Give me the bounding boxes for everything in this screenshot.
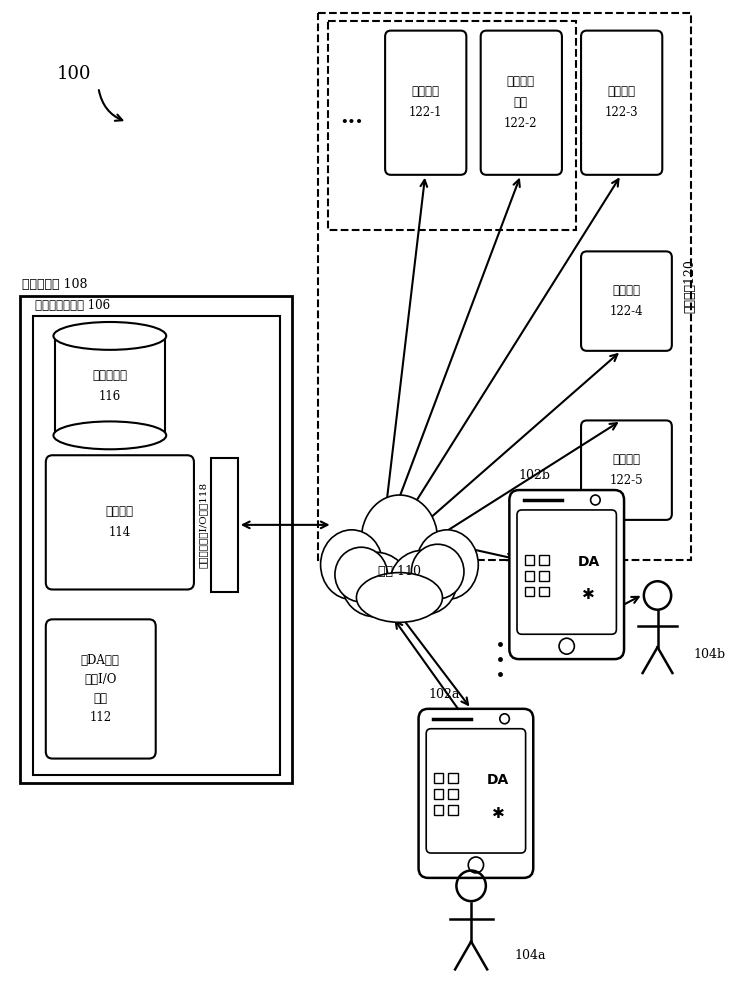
FancyBboxPatch shape xyxy=(517,510,616,634)
Text: 日历服务
122-4: 日历服务 122-4 xyxy=(609,284,643,318)
Ellipse shape xyxy=(335,547,388,602)
Text: ✱: ✱ xyxy=(583,587,595,602)
FancyBboxPatch shape xyxy=(418,709,533,878)
Text: 导航服务
122-1: 导航服务 122-1 xyxy=(409,85,442,119)
Text: 104b: 104b xyxy=(694,648,726,661)
Bar xyxy=(34,316,280,775)
Bar xyxy=(211,458,238,592)
Bar xyxy=(539,555,548,565)
Ellipse shape xyxy=(416,530,478,599)
Text: 消息发送
服务
122-2: 消息发送 服务 122-2 xyxy=(504,75,537,130)
Ellipse shape xyxy=(361,495,438,585)
Text: DA: DA xyxy=(577,555,600,569)
Ellipse shape xyxy=(342,552,409,617)
Ellipse shape xyxy=(53,421,166,449)
Bar xyxy=(434,789,443,799)
FancyBboxPatch shape xyxy=(385,31,466,175)
Bar xyxy=(525,555,534,565)
Text: 102a: 102a xyxy=(428,688,459,701)
Text: 至外部服务的I/O接口118: 至外部服务的I/O接口118 xyxy=(199,482,207,568)
Bar xyxy=(20,296,293,783)
FancyBboxPatch shape xyxy=(426,729,526,853)
FancyBboxPatch shape xyxy=(581,251,672,351)
Bar xyxy=(525,587,534,596)
Text: 至DA客户
端的I/O
接口
112: 至DA客户 端的I/O 接口 112 xyxy=(81,654,120,724)
Bar xyxy=(539,587,548,596)
Text: 数字助理服务器 106: 数字助理服务器 106 xyxy=(35,299,110,312)
Bar xyxy=(448,805,458,815)
Ellipse shape xyxy=(390,550,457,615)
FancyBboxPatch shape xyxy=(581,420,672,520)
Ellipse shape xyxy=(53,322,166,350)
Text: ...: ... xyxy=(340,106,363,128)
Bar xyxy=(448,773,458,783)
Text: 102b: 102b xyxy=(519,469,551,482)
Text: 服务器系统 108: 服务器系统 108 xyxy=(22,278,88,291)
Bar xyxy=(525,571,534,581)
Bar xyxy=(539,571,548,581)
Ellipse shape xyxy=(320,530,383,599)
Text: DA: DA xyxy=(487,773,509,787)
FancyBboxPatch shape xyxy=(510,490,624,659)
Text: 信息服务
122-3: 信息服务 122-3 xyxy=(604,85,638,119)
FancyBboxPatch shape xyxy=(581,31,662,175)
Text: 处理模块
114: 处理模块 114 xyxy=(105,505,134,539)
FancyBboxPatch shape xyxy=(480,31,562,175)
Text: 104a: 104a xyxy=(514,949,545,962)
Bar xyxy=(55,336,165,435)
Bar xyxy=(318,13,691,560)
Text: 网络 110: 网络 110 xyxy=(378,565,421,578)
Bar xyxy=(328,21,576,230)
FancyBboxPatch shape xyxy=(46,455,194,589)
Bar xyxy=(434,805,443,815)
Ellipse shape xyxy=(356,573,442,622)
FancyBboxPatch shape xyxy=(46,619,155,759)
Text: ✱: ✱ xyxy=(491,806,504,821)
Text: 数据和模型
116: 数据和模型 116 xyxy=(92,369,127,403)
Text: 外部服务120: 外部服务120 xyxy=(684,259,696,313)
Ellipse shape xyxy=(412,544,464,599)
Bar xyxy=(434,773,443,783)
Text: 100: 100 xyxy=(57,65,92,83)
Bar xyxy=(448,789,458,799)
Text: 电话服务
122-5: 电话服务 122-5 xyxy=(609,453,643,487)
